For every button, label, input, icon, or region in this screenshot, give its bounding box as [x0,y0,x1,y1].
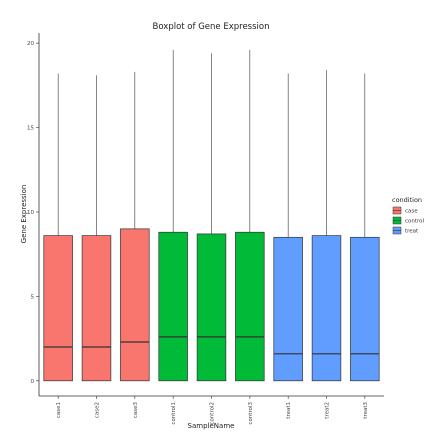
legend-item-treat: treat [392,226,419,235]
x-tick-label: case2 [95,402,101,418]
legend-label: control [405,219,425,225]
y-tick-label: 0 [31,379,35,385]
x-axis-title: SampleName [188,422,235,430]
chart-title: Boxplot of Gene Expression [153,22,270,32]
x-tick-label: treat3 [363,402,369,419]
box-body [158,231,188,382]
box-treat3 [350,73,380,382]
box-body [43,235,73,382]
box-control3 [235,49,265,382]
box-case1 [43,73,73,382]
x-tick-label: control3 [248,402,254,425]
box-body [311,235,342,382]
box-body [273,236,303,382]
box-body [81,235,112,382]
box-case2 [81,75,112,382]
y-axis-ticks: 0 5 10 15 20 [27,41,39,385]
box-treat1 [273,73,303,382]
box-body [120,228,150,382]
legend-label: treat [405,229,419,235]
y-tick-label: 20 [27,41,34,47]
legend: condition case control treat [392,196,425,235]
x-tick-label: treat1 [286,402,292,419]
legend-label: case [405,209,418,215]
x-axis-ticks: case1 case2 case3 control1 control2 control3 t… [56,396,369,425]
box-body [350,236,380,382]
x-tick-label: treat2 [325,402,331,419]
plot-area [43,49,380,382]
legend-item-control: control [392,216,425,225]
box-control2 [196,53,227,382]
box-treat2 [311,70,342,382]
x-tick-label: control2 [210,402,216,425]
box-control1 [158,49,188,382]
x-tick-label: control1 [171,402,177,425]
legend-title: condition [392,196,422,204]
y-axis-title: Gene Expression [20,185,28,244]
legend-item-case: case [392,206,418,215]
box-body [196,233,227,382]
y-tick-label: 10 [27,210,34,216]
x-tick-label: case3 [133,402,139,419]
x-tick-label: case1 [56,402,62,418]
box-body [235,231,265,382]
box-case3 [120,71,150,382]
y-tick-label: 5 [31,294,35,300]
y-tick-label: 15 [27,126,34,132]
